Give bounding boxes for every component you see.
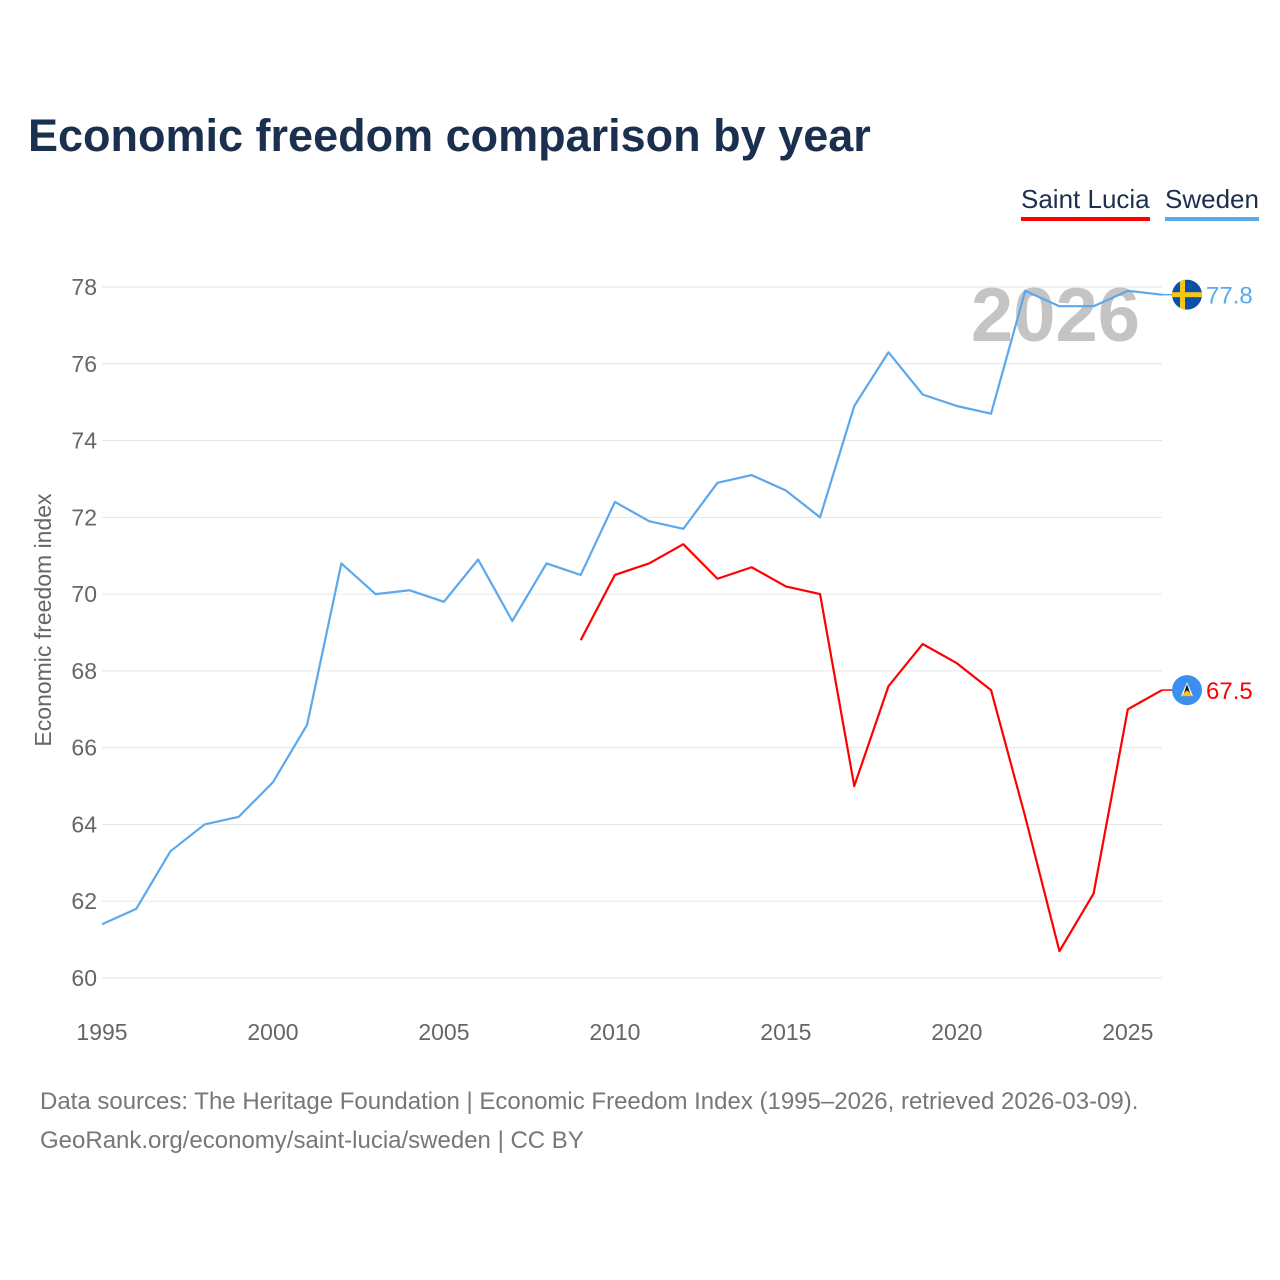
y-tick-label: 68 bbox=[71, 658, 97, 684]
saint-lucia-flag-icon bbox=[1172, 675, 1202, 706]
series-line-sweden bbox=[101, 289, 1163, 926]
x-tick-label: 1995 bbox=[76, 1019, 127, 1045]
end-value-label: 67.5 bbox=[1206, 678, 1253, 705]
x-tick-label: 2025 bbox=[1102, 1019, 1153, 1045]
x-tick-label: 2010 bbox=[589, 1019, 640, 1045]
legend-saint-lucia[interactable]: Saint Lucia bbox=[1021, 184, 1150, 221]
x-tick-label: 2000 bbox=[247, 1019, 298, 1045]
y-tick-label: 76 bbox=[71, 351, 97, 377]
footer-link[interactable]: GeoRank.org/economy/saint-lucia/sweden |… bbox=[40, 1127, 584, 1154]
series-line-saint-lucia bbox=[579, 543, 1163, 953]
y-tick-label: 72 bbox=[71, 504, 97, 530]
y-tick-label: 78 bbox=[71, 274, 97, 300]
year-watermark: 2026 bbox=[971, 273, 1140, 358]
y-tick-label: 62 bbox=[71, 888, 97, 914]
y-tick-label: 70 bbox=[71, 581, 97, 607]
end-value-label: 77.8 bbox=[1206, 283, 1253, 310]
y-tick-label: 74 bbox=[71, 428, 97, 454]
x-tick-label: 2020 bbox=[931, 1019, 982, 1045]
legend-sweden[interactable]: Sweden bbox=[1165, 184, 1259, 221]
x-tick-label: 2005 bbox=[418, 1019, 469, 1045]
x-tick-label: 2015 bbox=[760, 1019, 811, 1045]
y-tick-label: 66 bbox=[71, 735, 97, 761]
chart-title: Economic freedom comparison by year bbox=[28, 110, 871, 161]
footer-sources: Data sources: The Heritage Foundation | … bbox=[40, 1088, 1139, 1115]
y-axis-label: Economic freedom index bbox=[30, 493, 56, 747]
y-tick-label: 64 bbox=[71, 811, 97, 837]
y-tick-label: 60 bbox=[71, 965, 97, 991]
sweden-flag-icon bbox=[1172, 279, 1202, 310]
